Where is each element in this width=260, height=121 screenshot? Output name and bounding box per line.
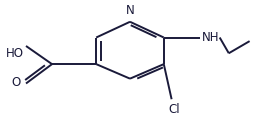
- Text: Cl: Cl: [168, 103, 180, 116]
- Text: O: O: [11, 76, 21, 89]
- Text: N: N: [126, 4, 134, 17]
- Text: NH: NH: [202, 31, 219, 44]
- Text: HO: HO: [5, 47, 23, 60]
